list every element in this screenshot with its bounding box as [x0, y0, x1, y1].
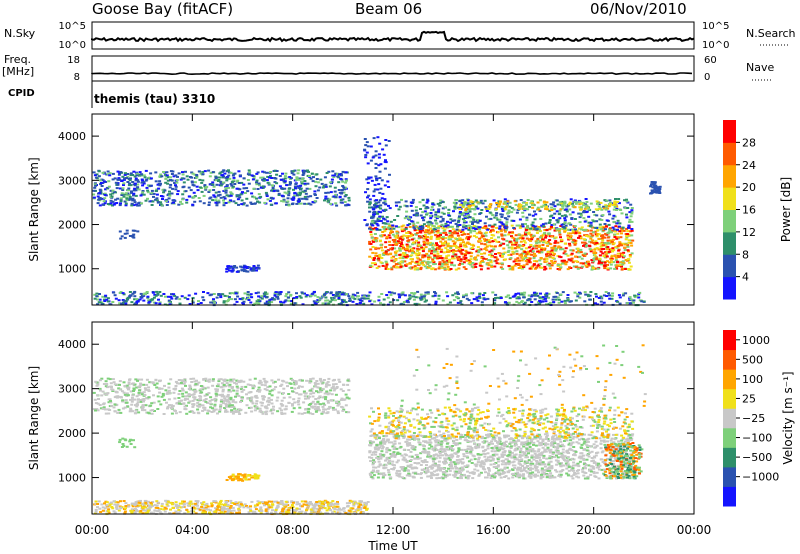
scatter-blob	[649, 181, 662, 195]
cpid-label: CPID	[8, 88, 35, 99]
x-tick-label: 04:00	[175, 523, 210, 537]
scatter-afternoon-band	[368, 433, 635, 480]
x-axis-label: Time UT	[367, 539, 418, 553]
colorbar-tick-label: 12	[742, 226, 756, 239]
freq-label: Freq.	[4, 53, 32, 66]
nsky-trace	[91, 30, 695, 43]
colorbar-swatch	[723, 466, 736, 487]
nsky-strip	[91, 21, 695, 50]
colorbar-tick-label: 28	[742, 136, 756, 149]
scatter-blob	[225, 473, 261, 482]
colorbar-swatch	[723, 486, 736, 507]
scatter-afternoon-band	[368, 224, 635, 271]
x-tick-label: 08:00	[275, 523, 310, 537]
nsearch-tick: 10^0	[702, 40, 729, 51]
power-colorbar: 4 8 12 16 20 24 28 Power [dB]	[723, 120, 793, 300]
colorbar-tick-label: −25	[742, 412, 765, 425]
y-tick-label: 3000	[58, 174, 86, 187]
scatter-sparse	[400, 344, 647, 408]
cpid-value: themis (tau) 3310	[94, 92, 216, 106]
y-tick-label: 2000	[58, 219, 86, 232]
colorbar-swatch	[723, 209, 736, 233]
colorbar-swatch	[723, 369, 736, 390]
x-tick-label: 16:00	[476, 523, 511, 537]
strip-panels: 10^5 10^0 10^5 10^0 18 8 60 0	[59, 21, 790, 108]
nave-label: Nave	[746, 61, 775, 74]
scatter-streak	[363, 136, 391, 227]
y-tick-label: 1000	[58, 263, 86, 276]
colorbar-swatch	[723, 447, 736, 468]
y-axis-label: Slant Range [km]	[27, 366, 41, 470]
colorbar-swatch	[723, 254, 736, 278]
colorbar-tick-label: 8	[742, 248, 749, 261]
x-tick-label: 00:00	[75, 523, 110, 537]
x-tick-label: 12:00	[376, 523, 411, 537]
freq-unit-label: [MHz]	[2, 65, 35, 78]
colorbar-tick-label: 16	[742, 204, 756, 217]
colorbar-tick-label: 4	[742, 271, 749, 284]
colorbar-swatch	[723, 120, 736, 143]
colorbar-tick-label: 24	[742, 159, 756, 172]
y-tick-label: 4000	[58, 130, 86, 143]
x-tick-label: 00:00	[677, 523, 712, 537]
y-tick-label: 4000	[58, 338, 86, 351]
station-title: Goose Bay (fitACF)	[92, 0, 234, 18]
scatter-upper-band	[368, 406, 635, 440]
colorbar-tick-label: 25	[742, 392, 756, 405]
freq-tick: 8	[74, 72, 80, 83]
power-panel	[92, 136, 662, 307]
colorbar-swatch	[723, 427, 736, 448]
velocity-panel	[92, 344, 647, 516]
scatter-near-range	[93, 499, 370, 516]
scatter-flow-region	[603, 442, 644, 480]
colorbars: 4 8 12 16 20 24 28 Power [dB] 1000 500 100 25 −25 −10…	[723, 120, 795, 507]
colorbar-label: Power [dB]	[779, 177, 793, 242]
nsearch-tick: 10^5	[702, 21, 729, 32]
colorbar-tick-label: −100	[742, 432, 772, 445]
scatter-morning-band	[92, 377, 351, 416]
colorbar-tick-label: 20	[742, 181, 756, 194]
date-title: 06/Nov/2010	[590, 0, 687, 18]
colorbar-tick-label: −500	[742, 451, 772, 464]
nave-tick: 0	[704, 72, 710, 83]
colorbar-swatch	[723, 142, 736, 166]
nsky-label: N.Sky	[4, 27, 36, 40]
x-tick-label: 20:00	[576, 523, 611, 537]
nsearch-label: N.Search	[746, 27, 796, 40]
colorbar-tick-label: 1000	[742, 334, 770, 347]
colorbar-tick-label: −1000	[742, 471, 779, 484]
nsky-tick: 10^0	[59, 40, 86, 51]
nave-tick: 60	[704, 55, 717, 66]
colorbar-swatch	[723, 231, 736, 255]
y-tick-label: 2000	[58, 427, 86, 440]
colorbar-swatch	[723, 276, 736, 300]
scatter-mid-band	[458, 200, 619, 212]
colorbar-tick-label: 500	[742, 353, 763, 366]
colorbar-tick-label: 100	[742, 373, 763, 386]
scatter-blob	[118, 229, 140, 240]
freq-strip	[91, 55, 695, 82]
scatter-blob	[225, 264, 261, 273]
y-tick-label: 3000	[58, 383, 86, 396]
colorbar-swatch	[723, 164, 736, 188]
scatter-near-range	[93, 290, 646, 307]
colorbar-swatch	[723, 388, 736, 409]
colorbar-swatch	[723, 187, 736, 211]
y-tick-label: 1000	[58, 472, 86, 485]
scatter-morning-band	[92, 169, 351, 207]
scatter-blob	[118, 437, 137, 449]
colorbar-swatch	[723, 408, 736, 429]
freq-tick: 18	[67, 55, 80, 66]
nsky-tick: 10^5	[59, 21, 86, 32]
colorbar-swatch	[723, 349, 736, 370]
colorbar-label: Velocity [m s⁻¹]	[781, 371, 795, 464]
freq-trace	[91, 72, 693, 76]
y-axis-label: Slant Range [km]	[27, 157, 41, 261]
colorbar-swatch	[723, 330, 736, 351]
axes: 1000 2000 3000 4000 Slant Range [km] 1000 2000…	[27, 113, 712, 553]
beam-title: Beam 06	[355, 0, 423, 18]
